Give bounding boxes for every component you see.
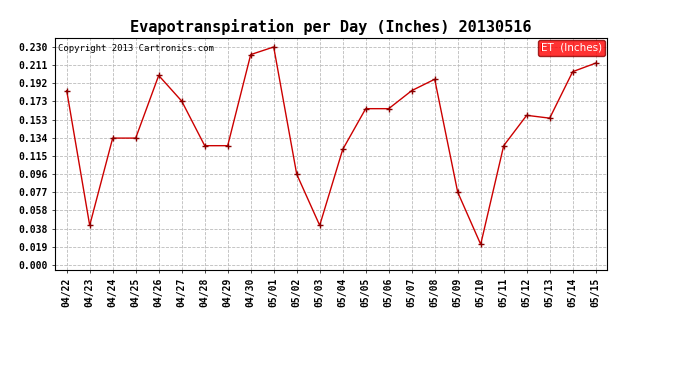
Title: Evapotranspiration per Day (Inches) 20130516: Evapotranspiration per Day (Inches) 2013… [130, 19, 532, 35]
Text: Copyright 2013 Cartronics.com: Copyright 2013 Cartronics.com [58, 45, 214, 54]
Legend: ET  (Inches): ET (Inches) [538, 40, 605, 56]
